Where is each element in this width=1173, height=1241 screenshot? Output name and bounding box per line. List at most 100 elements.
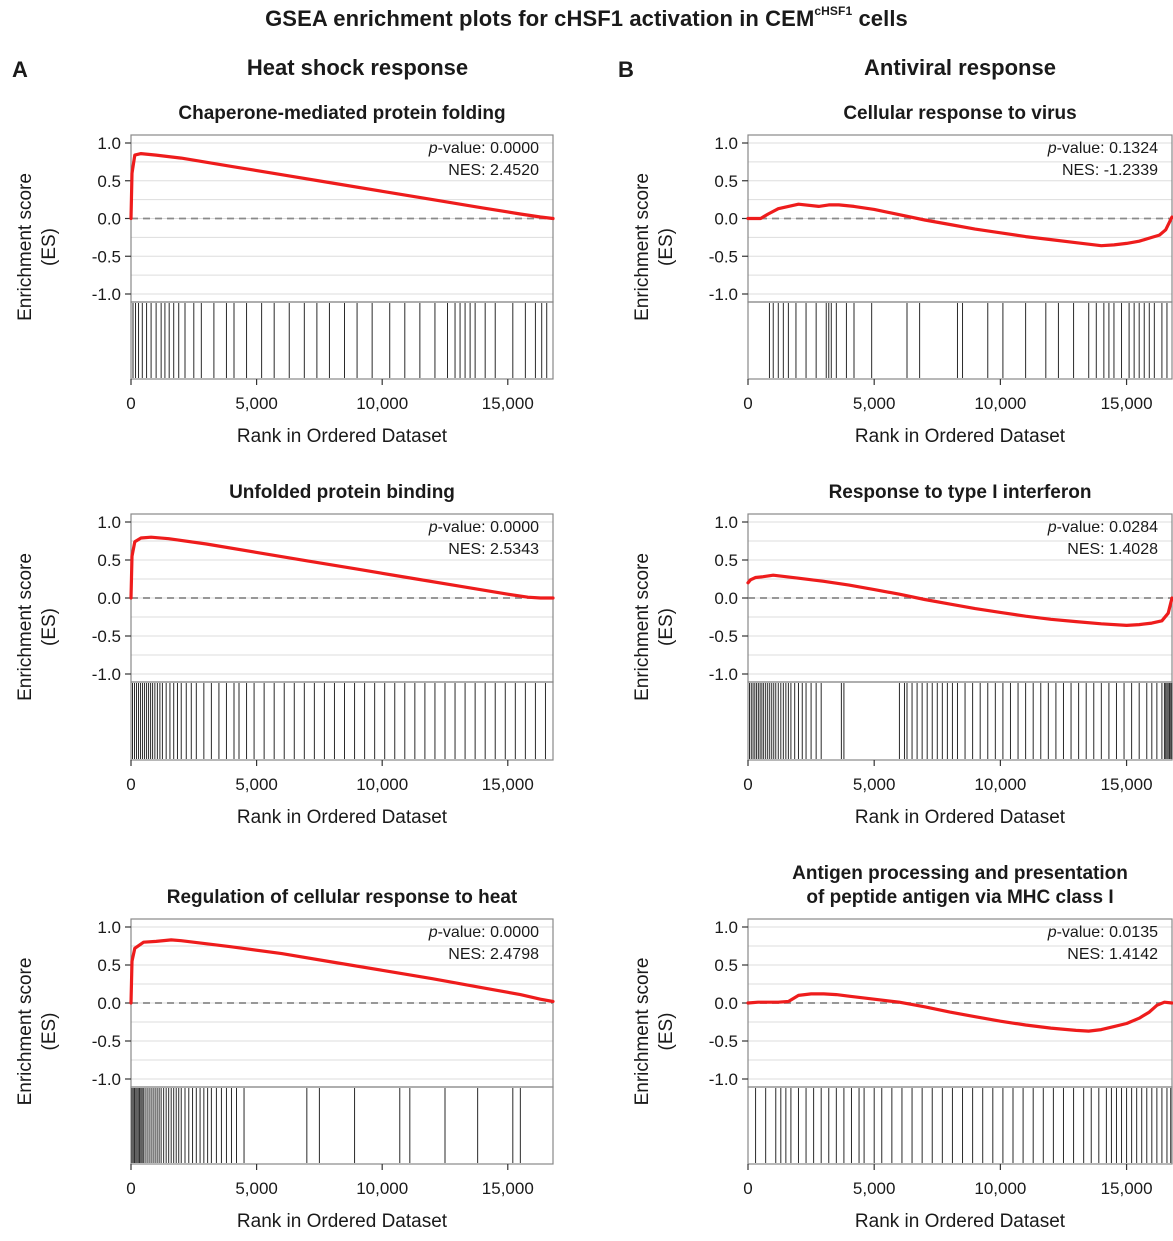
plot1-y-axis-label-line-2: (ES) <box>39 228 60 266</box>
figure-title: GSEA enrichment plots for cHSF1 activati… <box>0 4 1173 32</box>
plot5-pvalue-annotation: p-value: 0.0284 <box>1047 519 1158 536</box>
figure-title-superscript: cHSF1 <box>814 4 853 18</box>
plot4-y-tick-label: -1.0 <box>709 285 738 304</box>
plot2-y-tick-label: -1.0 <box>92 665 121 684</box>
plot4-x-tick-label: 5,000 <box>853 394 896 413</box>
plot4-y-axis-label-line-1: Enrichment score <box>632 173 653 321</box>
plot1-nes-annotation: NES: 2.4520 <box>448 162 539 179</box>
plot4-y-tick-label: 0.5 <box>714 172 738 191</box>
plot5-y-axis-label-line-2: (ES) <box>656 608 677 646</box>
plot1-y-axis-label-line-1: Enrichment score <box>15 173 36 321</box>
plot3-x-axis-label: Rank in Ordered Dataset <box>237 1211 448 1232</box>
plot2-y-tick-label: 0.5 <box>97 551 121 570</box>
plot2-nes-annotation: NES: 2.5343 <box>448 541 539 558</box>
plot4-x-axis-label: Rank in Ordered Dataset <box>855 426 1066 447</box>
panel-a-heading: Heat shock response <box>246 55 469 80</box>
plot3-y-tick-label: 0.5 <box>97 956 121 975</box>
plot6-x-tick-label: 5,000 <box>853 1179 896 1198</box>
plot4-title-line-1: Cellular response to virus <box>843 103 1076 124</box>
plot5-y-tick-label: -1.0 <box>709 665 738 684</box>
plot4-y-tick-label: -0.5 <box>709 247 738 266</box>
plot2-x-tick-label: 5,000 <box>235 775 278 794</box>
plot6-y-tick-label: 1.0 <box>714 918 738 937</box>
plot1-hit-strip-frame <box>130 301 554 380</box>
plot1-es-curve <box>129 152 555 221</box>
plot5-x-tick-label: 5,000 <box>853 775 896 794</box>
plot6-pvalue-annotation: p-value: 0.0135 <box>1047 924 1158 941</box>
plot5-y-tick-label: 0.5 <box>714 551 738 570</box>
plot1-y-tick-label: -0.5 <box>92 247 121 266</box>
plot3-y-tick-label: -1.0 <box>92 1070 121 1089</box>
plot3-es-curve <box>129 938 555 1005</box>
plot3-y-tick-label: 1.0 <box>97 918 121 937</box>
plot2-y-tick-label: 1.0 <box>97 513 121 532</box>
plot5-x-tick-label: 15,000 <box>1101 775 1153 794</box>
plot3-x-tick-label: 10,000 <box>356 1179 408 1198</box>
plot1-y-tick-label: 1.0 <box>97 134 121 153</box>
plot6-x-tick-label: 15,000 <box>1101 1179 1153 1198</box>
plot4-es-curve <box>746 202 1173 248</box>
plot4-x-tick-label: 15,000 <box>1101 394 1153 413</box>
plot4-pvalue-annotation: p-value: 0.1324 <box>1047 140 1158 157</box>
plot6-y-tick-label: 0.0 <box>714 994 738 1013</box>
plot6-y-axis-label-line-1: Enrichment score <box>632 958 653 1106</box>
plot3-pvalue-annotation: p-value: 0.0000 <box>428 924 539 941</box>
plot3-y-axis-label-line-1: Enrichment score <box>15 958 36 1106</box>
plot2-y-tick-label: -0.5 <box>92 627 121 646</box>
plot6-x-tick-label: 0 <box>743 1179 752 1198</box>
plot3-x-tick-label: 0 <box>126 1179 135 1198</box>
plot3-hit-strip-frame <box>130 1086 554 1165</box>
plot5-y-tick-label: 0.0 <box>714 589 738 608</box>
plot4-y-tick-label: 1.0 <box>714 134 738 153</box>
plot1-x-tick-label: 15,000 <box>482 394 534 413</box>
figure-title-suffix: cells <box>852 6 908 31</box>
plot4-hit-strip-frame <box>747 301 1173 380</box>
panel-a-letter: A <box>12 57 28 82</box>
plot2-y-axis-label-line-1: Enrichment score <box>15 553 36 701</box>
plot3-y-tick-label: -0.5 <box>92 1032 121 1051</box>
plot3-nes-annotation: NES: 2.4798 <box>448 946 539 963</box>
plot1-y-tick-label: 0.0 <box>97 210 121 229</box>
plot4-nes-annotation: NES: -1.2339 <box>1062 162 1158 179</box>
plot5-y-tick-label: 1.0 <box>714 513 738 532</box>
plot5-title-line-1: Response to type I interferon <box>829 482 1092 503</box>
plot6-y-tick-label: -1.0 <box>709 1070 738 1089</box>
figure-title-text: GSEA enrichment plots for cHSF1 activati… <box>265 6 815 31</box>
plot2-x-tick-label: 0 <box>126 775 135 794</box>
plot5-x-axis-label: Rank in Ordered Dataset <box>855 807 1066 828</box>
plot4-y-tick-label: 0.0 <box>714 210 738 229</box>
plot5-y-tick-label: -0.5 <box>709 627 738 646</box>
plot6-hit-strip-frame <box>747 1086 1173 1165</box>
plot1-y-tick-label: 0.5 <box>97 172 121 191</box>
plot2-title-line-1: Unfolded protein binding <box>229 482 455 503</box>
plot3-y-tick-label: 0.0 <box>97 994 121 1013</box>
plot4-y-axis-label-line-2: (ES) <box>656 228 677 266</box>
plot6-title-line-1: Antigen processing and presentation <box>792 863 1128 884</box>
plot1-x-tick-label: 10,000 <box>356 394 408 413</box>
plot2-x-tick-label: 15,000 <box>482 775 534 794</box>
plot1-x-tick-label: 5,000 <box>235 394 278 413</box>
plot2-y-tick-label: 0.0 <box>97 589 121 608</box>
plot4-x-tick-label: 10,000 <box>974 394 1026 413</box>
plot5-x-tick-label: 0 <box>743 775 752 794</box>
plot5-hit-strip-frame <box>747 681 1173 761</box>
plot1-pvalue-annotation: p-value: 0.0000 <box>428 140 539 157</box>
plot6-y-tick-label: -0.5 <box>709 1032 738 1051</box>
plot3-y-axis-label-line-2: (ES) <box>39 1013 60 1051</box>
plot1-x-tick-label: 0 <box>126 394 135 413</box>
plot1-title-line-1: Chaperone-mediated protein folding <box>178 103 505 124</box>
panel-b-letter: B <box>618 57 634 82</box>
plot6-x-axis-label: Rank in Ordered Dataset <box>855 1211 1066 1232</box>
plot1-y-tick-label: -1.0 <box>92 285 121 304</box>
plot3-title-line-1: Regulation of cellular response to heat <box>167 887 518 908</box>
plot6-nes-annotation: NES: 1.4142 <box>1067 946 1158 963</box>
plot2-es-curve <box>129 535 555 600</box>
plot3-x-tick-label: 5,000 <box>235 1179 278 1198</box>
plot3-x-tick-label: 15,000 <box>482 1179 534 1198</box>
plot5-x-tick-label: 10,000 <box>974 775 1026 794</box>
plot2-x-tick-label: 10,000 <box>356 775 408 794</box>
plot1-x-axis-label: Rank in Ordered Dataset <box>237 426 448 447</box>
plot6-y-tick-label: 0.5 <box>714 956 738 975</box>
